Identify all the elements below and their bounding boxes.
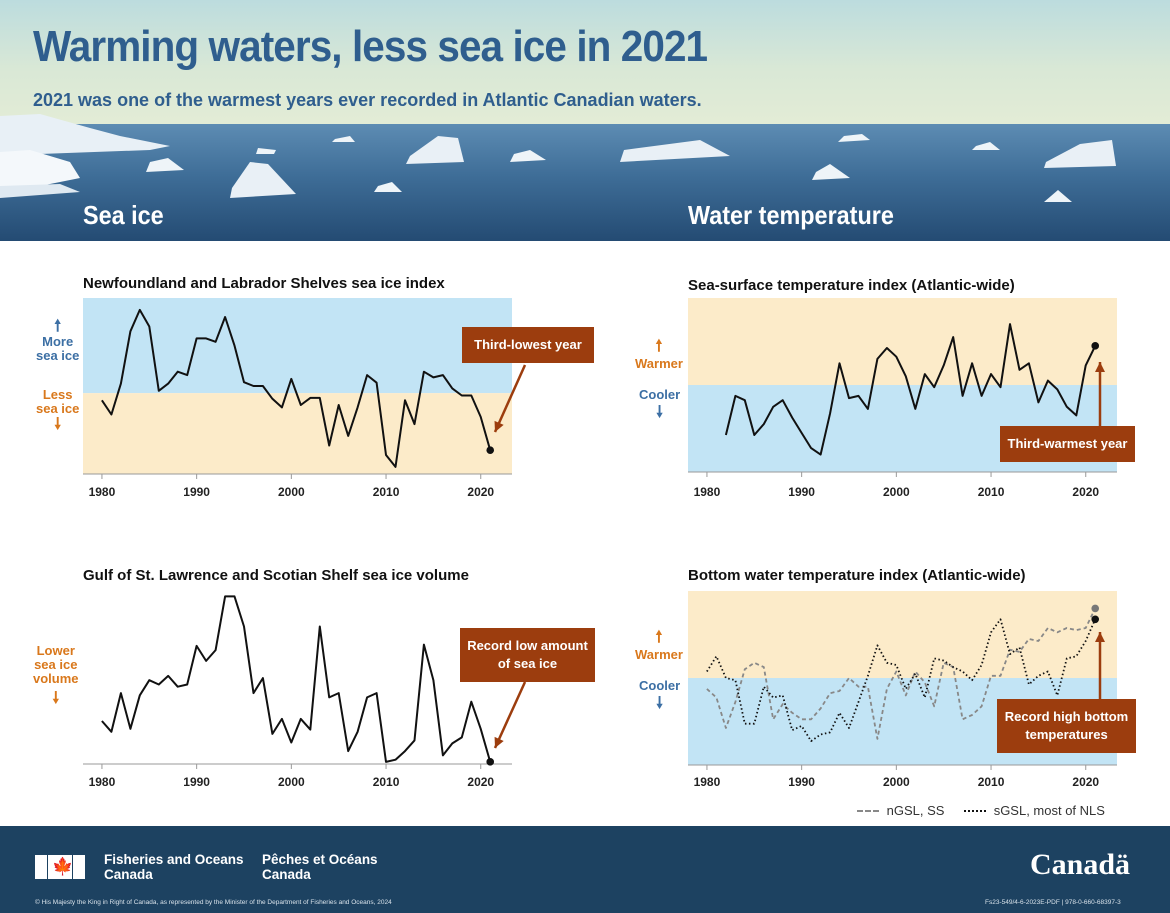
sst-arrowhead-icon: [1095, 362, 1105, 372]
bottom-highlight-point-0: [1091, 604, 1100, 613]
gsl_ice-highlight-point-0: [486, 758, 495, 766]
nl_ice-tick-label-1980: 1980: [89, 485, 116, 499]
less-sea-ice-label: Less sea ice 🠗: [36, 387, 80, 434]
gsl_ice-tick-label-1980: 1980: [89, 775, 116, 789]
sst-tick-label-2000: 2000: [883, 485, 910, 499]
more-sea-ice-label: 🠕 More sea ice: [36, 318, 80, 363]
nl_ice-tick-label-2010: 2010: [373, 485, 400, 499]
sst-tick-label-2020: 2020: [1072, 485, 1099, 499]
bottom-tick-label-2020: 2020: [1072, 775, 1099, 789]
bottom-series-0: [706, 608, 1097, 740]
sst-tick-label-2010: 2010: [978, 485, 1005, 499]
nl_ice-highlight-point-0: [486, 446, 495, 455]
gsl_ice-arrowhead-icon: [494, 736, 504, 748]
sst-band-0: [688, 298, 1117, 385]
callout-record-high: Record high bottom temperatures: [997, 699, 1136, 753]
lower-sea-ice-volume-label: Lower sea ice volume 🠗: [33, 644, 79, 712]
bottom-highlight-point-1: [1091, 615, 1100, 624]
legend-sgsl: sGSL, most of NLS: [993, 803, 1105, 819]
chart-title-sst: Sea-surface temperature index (Atlantic-…: [688, 277, 1015, 294]
legend-ngsl: nGSL, SS: [886, 803, 945, 819]
up-arrow-icon: 🠕: [54, 318, 62, 335]
down-arrow-icon: 🠗: [656, 404, 664, 421]
down-arrow-icon: 🠗: [52, 690, 60, 707]
nl_ice-band-1: [83, 393, 512, 474]
page-title: Warming waters, less sea ice in 2021: [33, 22, 708, 71]
catalogue-number: Fs23-549/4-6-2023E-PDF | 978-0-660-68397…: [985, 899, 1121, 906]
dept-name-fr: Pêches et Océans Canada: [262, 852, 378, 882]
copyright-notice: © His Majesty the King in Right of Canad…: [35, 899, 392, 906]
down-arrow-icon: 🠗: [656, 695, 664, 712]
warmer-label: 🠕 Warmer: [635, 338, 683, 371]
icebergs-illustration: [0, 114, 1116, 202]
callout-record-low: Record low amount of sea ice: [460, 628, 595, 682]
legend-dotted-swatch: [964, 809, 987, 812]
nl_ice-series-0: [101, 308, 492, 468]
chart-legend: nGSL, SS sGSL, most of NLS: [857, 802, 1105, 818]
section-title-sea-ice: Sea ice: [83, 200, 164, 230]
nl_ice-tick-label-2000: 2000: [278, 485, 305, 499]
bottom-series-1: [706, 618, 1097, 742]
gsl_ice-series-0: [101, 595, 492, 763]
bottom-tick-label-1990: 1990: [788, 775, 815, 789]
chart-title-nl-ice: Newfoundland and Labrador Shelves sea ic…: [83, 275, 445, 292]
gsl_ice-tick-label-1990: 1990: [183, 775, 210, 789]
callout-third-lowest: Third-lowest year: [462, 327, 594, 363]
bottom-tick-label-2000: 2000: [883, 775, 910, 789]
legend-dashed-swatch: [857, 809, 879, 812]
up-arrow-icon: 🠕: [655, 629, 663, 646]
sea-background: [0, 124, 1170, 241]
nl_ice-arrowhead-icon: [494, 420, 504, 432]
callout-third-warmest: Third-warmest year: [1000, 426, 1135, 462]
sst-tick-label-1980: 1980: [694, 485, 721, 499]
footer: [0, 826, 1170, 913]
nl_ice-tick-label-2020: 2020: [467, 485, 494, 499]
nl_ice-callout-arrow: [493, 364, 527, 433]
down-arrow-icon: 🠗: [54, 416, 62, 433]
nl_ice-tick-label-1990: 1990: [183, 485, 210, 499]
sst-highlight-point-0: [1091, 342, 1100, 350]
nl_ice-band-0: [83, 298, 512, 394]
dept-name-en: Fisheries and Oceans Canada: [104, 852, 244, 882]
chart-title-bottom: Bottom water temperature index (Atlantic…: [688, 567, 1026, 584]
page-subtitle: 2021 was one of the warmest years ever r…: [33, 90, 702, 110]
up-arrow-icon: 🠕: [655, 338, 663, 355]
sst-series-0: [724, 323, 1097, 456]
gsl_ice-tick-label-2010: 2010: [373, 775, 400, 789]
section-title-water-temperature: Water temperature: [688, 200, 894, 230]
cooler-label-bottom: Cooler 🠗: [639, 679, 680, 715]
chart-title-gsl-ice: Gulf of St. Lawrence and Scotian Shelf s…: [83, 567, 469, 584]
canada-flag-icon: 🍁: [35, 855, 85, 879]
bottom-band-0: [688, 591, 1117, 678]
bottom-tick-label-2010: 2010: [978, 775, 1005, 789]
canada-wordmark: Canadä: [1030, 848, 1131, 881]
cooler-label: Cooler 🠗: [639, 388, 680, 424]
gsl_ice-tick-label-2000: 2000: [278, 775, 305, 789]
warmer-label-bottom: 🠕 Warmer: [635, 629, 683, 662]
bottom-arrowhead-icon: [1095, 632, 1105, 642]
sst-tick-label-1990: 1990: [788, 485, 815, 499]
gsl_ice-callout-arrow: [493, 681, 527, 749]
sky-background: [0, 0, 1170, 126]
gsl_ice-tick-label-2020: 2020: [467, 775, 494, 789]
bottom-tick-label-1980: 1980: [694, 775, 721, 789]
